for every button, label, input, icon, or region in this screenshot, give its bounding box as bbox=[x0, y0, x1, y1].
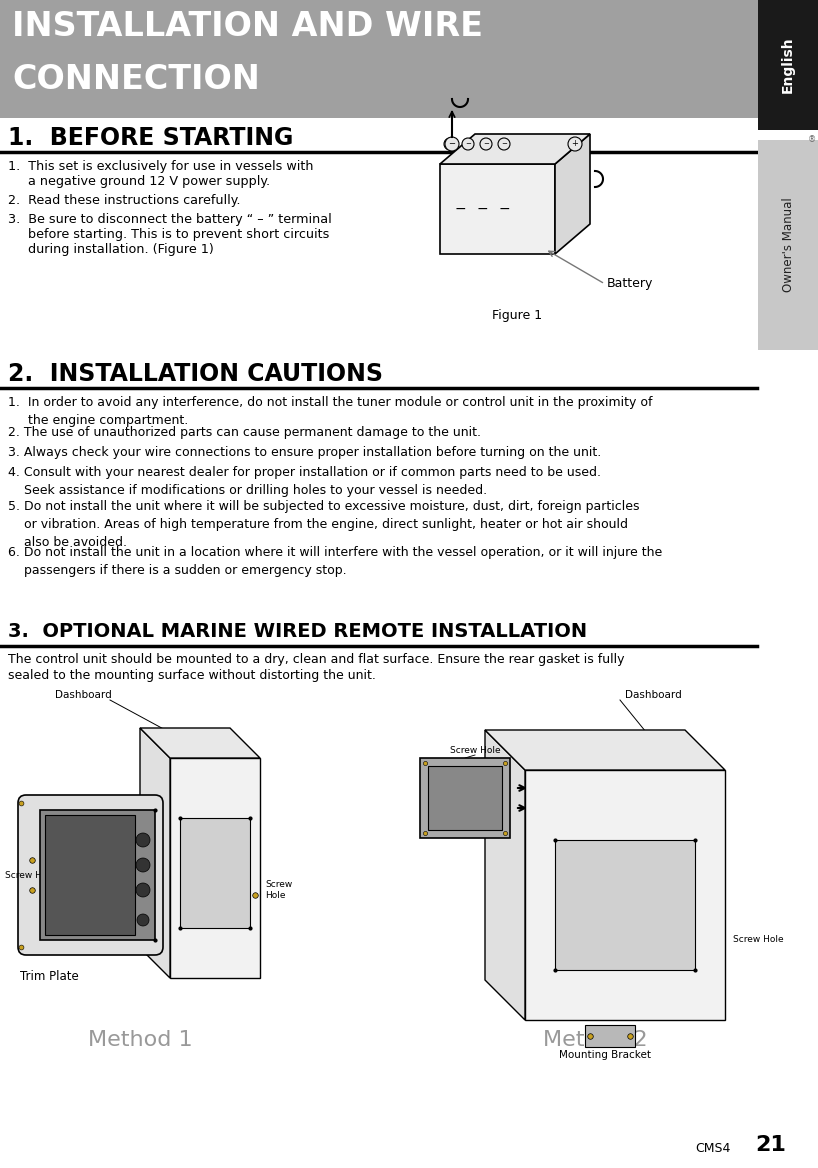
Text: 3. Always check your wire connections to ensure proper installation before turni: 3. Always check your wire connections to… bbox=[8, 446, 601, 459]
Bar bbox=[758, 140, 818, 350]
Polygon shape bbox=[485, 730, 725, 770]
Text: 1.  BEFORE STARTING: 1. BEFORE STARTING bbox=[8, 126, 294, 150]
Text: 5. Do not install the unit where it will be subjected to excessive moisture, dus: 5. Do not install the unit where it will… bbox=[8, 500, 640, 549]
Bar bbox=[555, 840, 695, 969]
Text: 1.  In order to avoid any interference, do not install the tuner module or contr: 1. In order to avoid any interference, d… bbox=[8, 396, 653, 427]
Text: −: − bbox=[476, 202, 488, 216]
Text: 21: 21 bbox=[755, 1135, 786, 1155]
Text: English: English bbox=[781, 36, 795, 93]
Text: Mounting Bracket: Mounting Bracket bbox=[559, 1050, 651, 1061]
Text: The control unit should be mounted to a dry, clean and flat surface. Ensure the : The control unit should be mounted to a … bbox=[8, 653, 624, 666]
Text: +: + bbox=[572, 139, 578, 148]
Circle shape bbox=[444, 138, 456, 150]
Text: before starting. This is to prevent short circuits: before starting. This is to prevent shor… bbox=[8, 228, 330, 241]
Text: −: − bbox=[454, 202, 465, 216]
Text: CONNECTION: CONNECTION bbox=[12, 63, 260, 96]
Text: Trim Plate: Trim Plate bbox=[20, 969, 79, 983]
Bar bbox=[40, 809, 155, 940]
Circle shape bbox=[137, 915, 149, 926]
Text: Battery: Battery bbox=[607, 278, 654, 291]
Text: 2.  INSTALLATION CAUTIONS: 2. INSTALLATION CAUTIONS bbox=[8, 362, 383, 385]
Text: Screw Hole: Screw Hole bbox=[733, 936, 784, 945]
Text: −: − bbox=[501, 141, 507, 147]
Text: 2.  Read these instructions carefully.: 2. Read these instructions carefully. bbox=[8, 194, 240, 207]
Text: INSTALLATION AND WIRE: INSTALLATION AND WIRE bbox=[12, 11, 483, 43]
Circle shape bbox=[568, 137, 582, 151]
Circle shape bbox=[480, 138, 492, 150]
Text: Owner's Manual: Owner's Manual bbox=[781, 197, 794, 292]
Text: during installation. (Figure 1): during installation. (Figure 1) bbox=[8, 243, 213, 256]
Text: 1.  This set is exclusively for use in vessels with: 1. This set is exclusively for use in ve… bbox=[8, 160, 313, 173]
Polygon shape bbox=[140, 728, 170, 978]
Bar bbox=[180, 818, 250, 929]
Text: −: − bbox=[447, 141, 453, 147]
Text: 4. Consult with your nearest dealer for proper installation or if common parts n: 4. Consult with your nearest dealer for … bbox=[8, 466, 601, 498]
Text: Screw Hole: Screw Hole bbox=[450, 746, 501, 755]
Text: 2. The use of unauthorized parts can cause permanent damage to the unit.: 2. The use of unauthorized parts can cau… bbox=[8, 426, 481, 439]
Text: −: − bbox=[448, 139, 456, 148]
Bar bbox=[525, 770, 725, 1020]
Text: 3.  Be sure to disconnect the battery “ – ” terminal: 3. Be sure to disconnect the battery “ –… bbox=[8, 213, 332, 225]
Circle shape bbox=[462, 138, 474, 150]
Circle shape bbox=[136, 833, 150, 847]
Text: −: − bbox=[465, 141, 471, 147]
Text: 3.  OPTIONAL MARINE WIRED REMOTE INSTALLATION: 3. OPTIONAL MARINE WIRED REMOTE INSTALLA… bbox=[8, 623, 587, 641]
Text: Screw Hole: Screw Hole bbox=[5, 870, 56, 880]
Text: −: − bbox=[498, 202, 510, 216]
FancyBboxPatch shape bbox=[18, 795, 163, 955]
Circle shape bbox=[498, 138, 510, 150]
Text: sealed to the mounting surface without distorting the unit.: sealed to the mounting surface without d… bbox=[8, 669, 376, 682]
Text: a negative ground 12 V power supply.: a negative ground 12 V power supply. bbox=[8, 175, 270, 188]
Text: Dashboard: Dashboard bbox=[625, 690, 681, 700]
Bar bbox=[440, 164, 555, 253]
Bar bbox=[170, 758, 260, 978]
Bar bbox=[420, 758, 510, 837]
Polygon shape bbox=[485, 730, 525, 1020]
Bar bbox=[758, 0, 818, 130]
Text: CMS4: CMS4 bbox=[695, 1142, 730, 1155]
Circle shape bbox=[136, 883, 150, 897]
Bar bbox=[0, 0, 758, 118]
Text: Dashboard: Dashboard bbox=[55, 690, 112, 700]
Bar bbox=[428, 766, 502, 830]
Polygon shape bbox=[140, 728, 260, 758]
Text: 6. Do not install the unit in a location where it will interfere with the vessel: 6. Do not install the unit in a location… bbox=[8, 545, 663, 577]
Bar bbox=[585, 1026, 635, 1047]
Circle shape bbox=[136, 858, 150, 872]
Text: Method 2: Method 2 bbox=[542, 1030, 647, 1050]
Text: ®: ® bbox=[807, 135, 816, 144]
Bar bbox=[45, 815, 135, 936]
Circle shape bbox=[445, 137, 459, 151]
Text: −: − bbox=[483, 141, 489, 147]
Polygon shape bbox=[440, 134, 590, 164]
Text: Method 1: Method 1 bbox=[88, 1030, 192, 1050]
Text: Screw
Hole: Screw Hole bbox=[265, 880, 292, 901]
Text: Figure 1: Figure 1 bbox=[492, 310, 542, 322]
Polygon shape bbox=[555, 134, 590, 253]
